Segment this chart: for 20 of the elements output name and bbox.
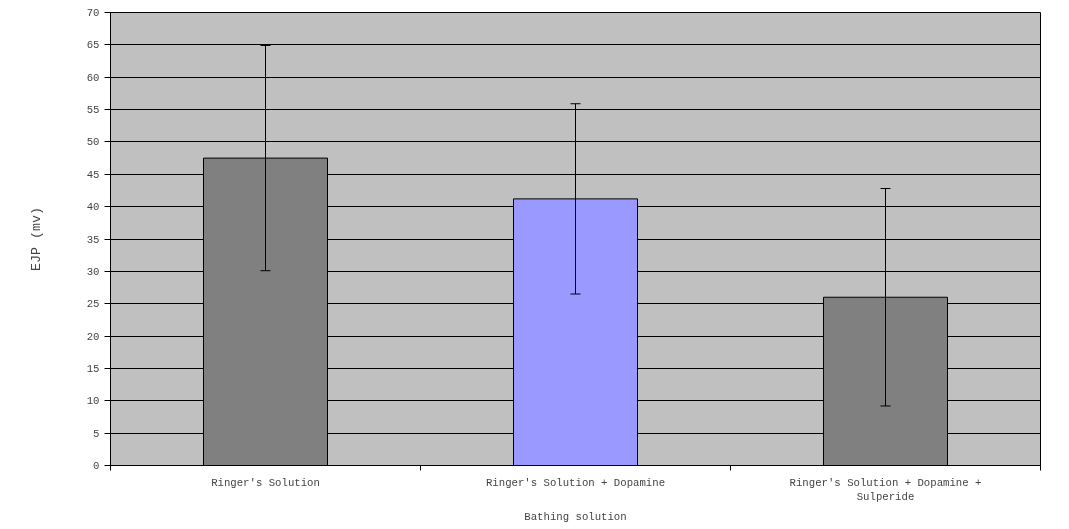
y-tick-label: 10 — [86, 395, 100, 408]
y-axis-title: EJP (mv) — [28, 206, 44, 271]
y-tick-label: 65 — [86, 39, 100, 52]
y-tick-label: 70 — [86, 7, 100, 19]
x-axis-title: Bathing solution — [524, 510, 627, 523]
x-tick-label: Ringer's Solution + Dopamine — [485, 476, 666, 489]
y-tick-label: 55 — [86, 104, 100, 117]
y-tick-label: 35 — [86, 233, 100, 246]
y-tick-label: 20 — [86, 330, 100, 343]
y-tick-label: 60 — [86, 71, 100, 84]
y-tick-label: 30 — [86, 265, 100, 278]
y-tick-label: 50 — [86, 136, 100, 149]
y-tick-label: 0 — [93, 460, 100, 472]
y-tick-label: 25 — [86, 298, 100, 311]
y-tick-label: 5 — [93, 427, 100, 440]
y-tick-label: 40 — [86, 201, 100, 214]
y-tick-label: 45 — [86, 168, 100, 181]
x-tick-label: Ringer's Solution — [211, 476, 320, 489]
y-tick-label: 15 — [86, 362, 100, 375]
x-tick-label: Ringer's Solution + Dopamine + Sulperide — [789, 476, 982, 503]
